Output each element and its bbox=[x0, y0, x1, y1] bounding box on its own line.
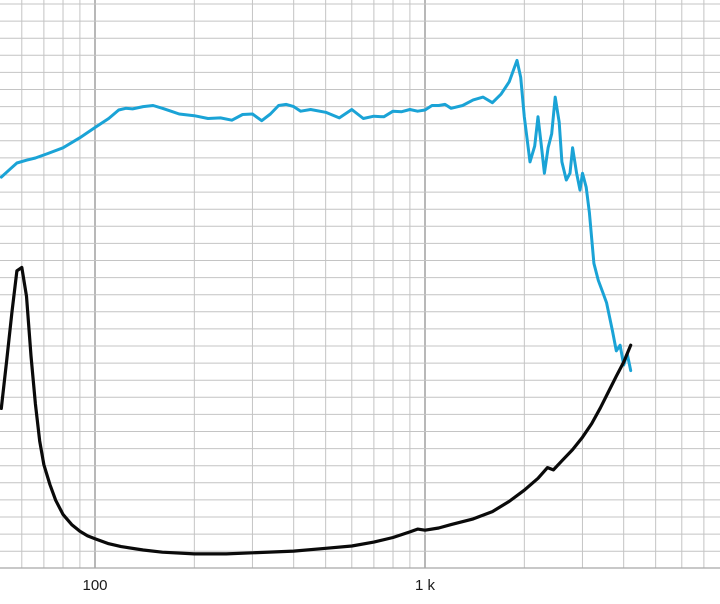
vertical-gridlines bbox=[21, 0, 705, 568]
series-line-black bbox=[0, 265, 633, 556]
horizontal-gridlines bbox=[0, 3, 720, 552]
series-line-blue bbox=[0, 58, 633, 373]
x-tick-label: 100 bbox=[82, 577, 107, 594]
series-layer bbox=[0, 58, 633, 556]
x-tick-labels: 100 1 k bbox=[82, 577, 435, 594]
x-tick-label: 1 k bbox=[415, 577, 436, 594]
